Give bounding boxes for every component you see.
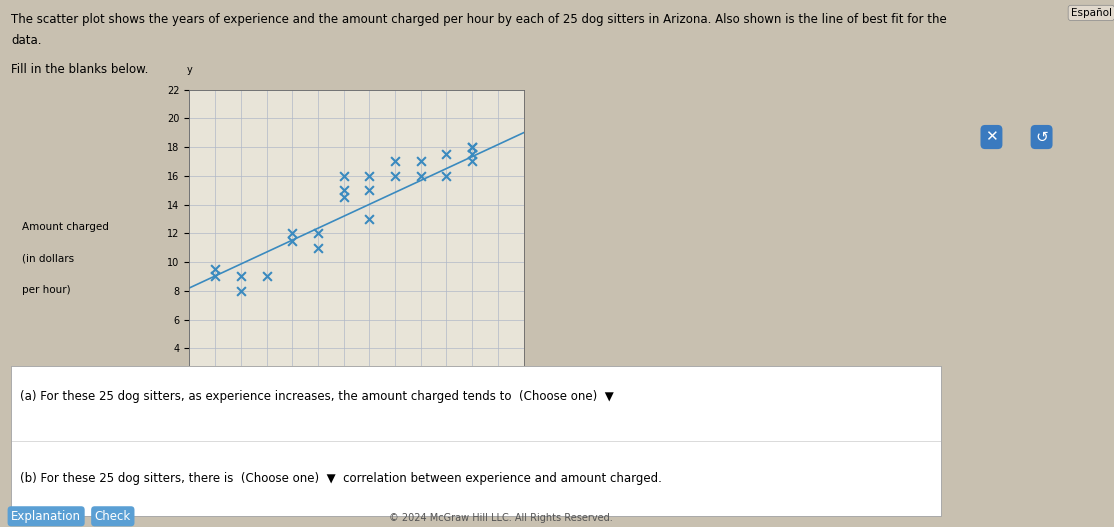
Point xyxy=(361,214,379,223)
Text: x: x xyxy=(537,401,543,411)
Point xyxy=(232,287,250,295)
Point xyxy=(412,157,430,165)
Point xyxy=(387,157,404,165)
Point xyxy=(463,150,481,159)
Point xyxy=(463,143,481,151)
Text: The scatter plot shows the years of experience and the amount charged per hour b: The scatter plot shows the years of expe… xyxy=(11,13,947,26)
Point xyxy=(438,172,456,180)
Point xyxy=(206,265,224,274)
Point xyxy=(463,157,481,165)
Text: ✕: ✕ xyxy=(985,130,998,144)
Point xyxy=(309,243,326,252)
Point xyxy=(257,272,275,281)
Point xyxy=(283,236,301,245)
Point xyxy=(334,193,352,202)
Text: y: y xyxy=(186,65,193,75)
Point xyxy=(232,272,250,281)
Point xyxy=(438,150,456,159)
X-axis label: Years of experience: Years of experience xyxy=(305,430,408,440)
Point xyxy=(309,229,326,238)
Text: (in dollars: (in dollars xyxy=(22,253,75,263)
Point xyxy=(361,186,379,194)
Text: per hour): per hour) xyxy=(22,285,71,295)
Text: Fill in the blanks below.: Fill in the blanks below. xyxy=(11,63,148,76)
Text: Explanation: Explanation xyxy=(11,510,81,523)
Text: © 2024 McGraw Hill LLC. All Rights Reserved.: © 2024 McGraw Hill LLC. All Rights Reser… xyxy=(390,513,613,523)
Point xyxy=(361,172,379,180)
Text: data.: data. xyxy=(11,34,41,47)
Text: Español: Español xyxy=(1071,8,1112,18)
Text: Check: Check xyxy=(95,510,131,523)
Point xyxy=(206,272,224,281)
Point xyxy=(334,172,352,180)
Point xyxy=(463,143,481,151)
Point xyxy=(283,229,301,238)
Text: Amount charged: Amount charged xyxy=(22,222,109,231)
Text: (a) For these 25 dog sitters, as experience increases, the amount charged tends : (a) For these 25 dog sitters, as experie… xyxy=(20,390,614,403)
Text: ↺: ↺ xyxy=(1035,130,1048,144)
Point xyxy=(387,172,404,180)
Text: (b) For these 25 dog sitters, there is  (Choose one)  ▼  correlation between exp: (b) For these 25 dog sitters, there is (… xyxy=(20,472,663,485)
Point xyxy=(412,172,430,180)
Point xyxy=(334,186,352,194)
